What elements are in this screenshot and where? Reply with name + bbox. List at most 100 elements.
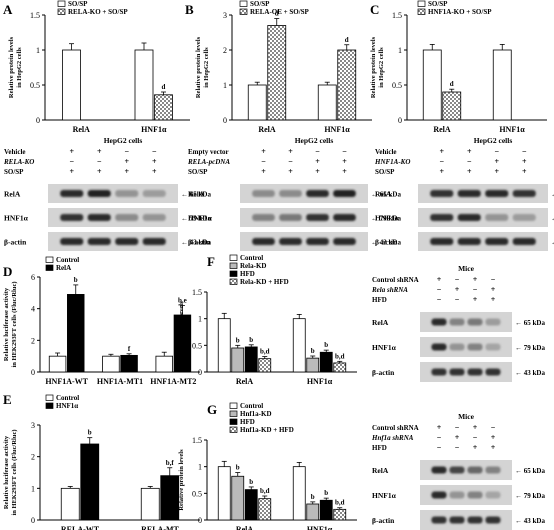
legend-swatch [229, 426, 238, 433]
panel-letter: F [207, 254, 215, 269]
y-tick-label: 0 [198, 516, 202, 525]
bar [306, 357, 320, 373]
blot-band [485, 190, 509, 197]
y-tick-label: 1 [198, 315, 202, 324]
significance-mark: b [311, 493, 315, 501]
legend-swatch [417, 0, 426, 7]
bar [80, 443, 100, 521]
legend-swatch [239, 8, 248, 15]
chart-panel-B: B 0 1 2 3 Relative protein levels in HepG2 cel… [185, 0, 372, 134]
blot-band [512, 214, 536, 221]
legend-label: HNF1A-KO + SO/SP [428, 8, 492, 16]
condition-label: Control shRNA [372, 276, 419, 284]
legend-swatch [239, 0, 248, 7]
y-tick-label: 1 [398, 46, 402, 55]
condition-sign: − [473, 285, 478, 294]
significance-mark: b,d [260, 487, 270, 495]
protein-label: RelA [375, 190, 392, 199]
condition-sign: − [288, 157, 293, 166]
significance-mark: b [74, 276, 78, 284]
y-tick-label: 0.5 [30, 81, 40, 90]
panel-letter: A [3, 2, 13, 17]
condition-label: RELA-KO [3, 158, 34, 166]
blot-title: HepG2 cells [295, 136, 334, 145]
blot-band [467, 368, 483, 376]
legend-label: RELA-OE + SO/SP [250, 8, 310, 16]
blot-title: Mice [458, 264, 474, 273]
bar [60, 487, 80, 521]
blot-band [430, 238, 454, 245]
condition-sign: − [437, 295, 442, 304]
category-label: HNF1α [324, 125, 350, 134]
legend-label: SO/SP [250, 0, 270, 8]
bar [333, 508, 347, 521]
molecular-weight-label: ← 43 kDa [515, 517, 545, 525]
blot-band [142, 238, 166, 245]
protein-label: β-actin [188, 238, 211, 247]
blot-band [87, 190, 111, 197]
bar [258, 358, 272, 373]
category-label: RELA-WT [61, 525, 100, 530]
legend-label: Control [240, 402, 263, 410]
bar [292, 318, 306, 373]
bar [134, 49, 154, 121]
blot-band [431, 343, 447, 351]
category-label: HNF1A-MT1 [97, 377, 143, 386]
significance-mark: b,e [178, 297, 187, 305]
condition-sign: + [437, 423, 442, 432]
condition-sign: + [152, 157, 157, 166]
y-tick-label: 1 [31, 484, 35, 493]
condition-label: HFD [372, 444, 387, 452]
condition-sign: + [288, 147, 293, 156]
condition-label: SO/SP [4, 168, 24, 176]
legend-label: Hnf1a-KD + HFD [240, 426, 294, 434]
legend-swatch [229, 402, 238, 409]
panel-letter: E [3, 392, 12, 407]
y-tick-label: 0.5 [192, 341, 202, 350]
category-label: HNF1A-MT2 [150, 377, 196, 386]
significance-mark: d [162, 83, 166, 91]
protein-label: RelA [372, 318, 389, 327]
condition-sign: + [342, 157, 347, 166]
significance-mark: b [236, 336, 240, 344]
legend-label: SO/SP [428, 0, 448, 8]
condition-label: HNF1A-KO [374, 158, 410, 166]
significance-mark: d [275, 10, 279, 18]
blot-band [60, 238, 84, 245]
molecular-weight-label: ← 43 kDa [551, 239, 554, 247]
blot-band [485, 516, 501, 524]
significance-mark: b,d [260, 348, 270, 356]
legend-swatch [417, 8, 426, 15]
y-tick-label: 2 [31, 453, 35, 462]
blot-band [306, 214, 329, 221]
panel-letter: G [207, 402, 217, 417]
significance-mark: b [88, 429, 92, 437]
blot-band [279, 214, 302, 221]
chart-panel-F: F 0 0.5 1 1.5 Relative protein levels RelA b b b,… [178, 254, 357, 386]
blot-strip [240, 232, 368, 251]
condition-sign: − [455, 275, 460, 284]
molecular-weight-label: ← 43 kDa [181, 239, 211, 247]
protein-label: HNF1α [372, 491, 397, 500]
blot-band [279, 190, 302, 197]
condition-sign: + [491, 285, 496, 294]
blot-strip [240, 208, 368, 227]
condition-sign: + [261, 147, 266, 156]
protein-label: β-actin [372, 368, 395, 377]
blot-band [485, 214, 509, 221]
blot-band [449, 368, 465, 376]
blot-band [252, 238, 275, 245]
condition-sign: + [288, 167, 293, 176]
y-axis-label: in HepG2 cells [203, 47, 210, 88]
y-tick-label: 1.5 [192, 288, 202, 297]
legend-swatch [57, 0, 66, 7]
significance-mark: b [311, 347, 315, 355]
y-tick-label: 0 [31, 368, 35, 377]
legend-swatch [229, 254, 238, 261]
condition-sign: + [491, 433, 496, 442]
bar [267, 25, 287, 121]
blot-band [60, 190, 84, 197]
condition-sign: − [437, 285, 442, 294]
blot-band [431, 466, 447, 474]
